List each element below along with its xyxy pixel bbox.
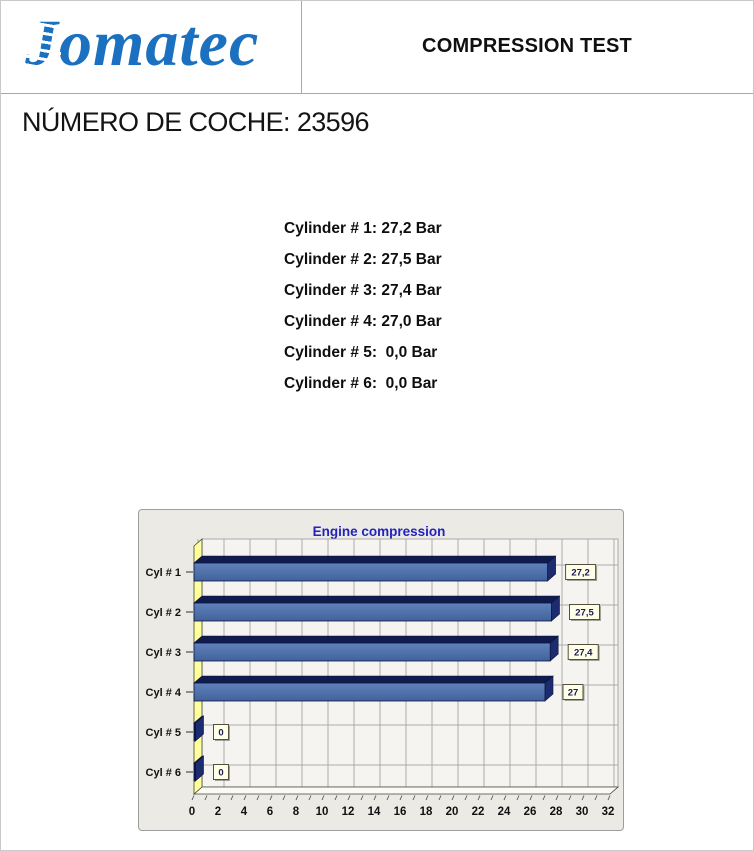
category-label: Cyl # 6 <box>146 767 181 779</box>
category-label: Cyl # 2 <box>146 607 181 619</box>
x-axis-tick-label: 6 <box>267 806 273 818</box>
x-axis-tick-label: 2 <box>215 806 221 818</box>
x-axis-tick-label: 22 <box>472 806 485 818</box>
reading-line: Cylinder # 2: 27,5 Bar <box>284 251 442 268</box>
x-axis-tick-label: 8 <box>293 806 300 818</box>
x-axis-tick-label: 18 <box>420 806 433 818</box>
report-title: COMPRESSION TEST <box>422 35 632 57</box>
x-axis-tick-label: 24 <box>498 806 511 818</box>
x-axis-tick-label: 20 <box>446 806 459 818</box>
x-axis-tick-label: 0 <box>189 806 195 818</box>
value-label: 0 <box>218 768 223 779</box>
reading-line: Cylinder # 4: 27,0 Bar <box>284 313 442 330</box>
bar-cyl-3: Cyl # 3 27,4 <box>146 635 600 662</box>
x-axis-tick-label: 14 <box>368 806 381 818</box>
category-label: Cyl # 3 <box>146 647 181 659</box>
bar-cyl-2: Cyl # 2 27,5 <box>146 595 601 622</box>
value-label: 27,4 <box>574 648 593 659</box>
header-vertical-divider <box>301 1 302 93</box>
bar-cyl-5: Cyl # 5 0 <box>146 715 230 742</box>
x-axis-tick-label: 16 <box>394 806 407 818</box>
reading-line: Cylinder # 5: 0,0 Bar <box>284 344 438 361</box>
reading-line: Cylinder # 6: 0,0 Bar <box>284 375 438 392</box>
value-label: 27,5 <box>575 608 594 619</box>
x-axis-tick-label: 32 <box>602 806 615 818</box>
compression-chart-panel: Engine compression 0 2 4 6 8 10 12 14 16 18 20 22 24 2… <box>138 509 624 831</box>
x-axis-tick-label: 12 <box>342 806 355 818</box>
value-label: 27 <box>568 688 579 699</box>
category-label: Cyl # 5 <box>146 727 181 739</box>
logo-letter-j: J <box>21 3 61 85</box>
category-label: Cyl # 4 <box>146 687 182 699</box>
header-horizontal-divider <box>1 93 753 94</box>
x-axis-tick-label: 4 <box>241 806 248 818</box>
reading-line: Cylinder # 1: 27,2 Bar <box>284 220 442 237</box>
value-label: 27,2 <box>571 568 590 579</box>
x-axis-tick-label: 28 <box>550 806 563 818</box>
bar-cyl-6: Cyl # 6 0 <box>146 755 230 782</box>
value-label: 0 <box>218 728 223 739</box>
brand-logo: Jomatec <box>21 3 260 89</box>
x-axis-tick-label: 10 <box>316 806 329 818</box>
category-label: Cyl # 1 <box>146 567 181 579</box>
bar-cyl-1: Cyl # 1 27,2 <box>146 555 598 582</box>
chart-title: Engine compression <box>313 524 446 539</box>
x-axis-tick-label: 30 <box>576 806 589 818</box>
car-number-label: NÚMERO DE COCHE: 23596 <box>22 107 370 137</box>
cylinder-readings-list: Cylinder # 1: 27,2 Bar Cylinder # 2: 27,5… <box>284 213 442 399</box>
reading-line: Cylinder # 3: 27,4 Bar <box>284 282 442 299</box>
bar-cyl-4: Cyl # 4 27 <box>146 675 585 702</box>
logo-letter-rest: omatec <box>59 7 260 80</box>
x-axis-tick-label: 26 <box>524 806 537 818</box>
